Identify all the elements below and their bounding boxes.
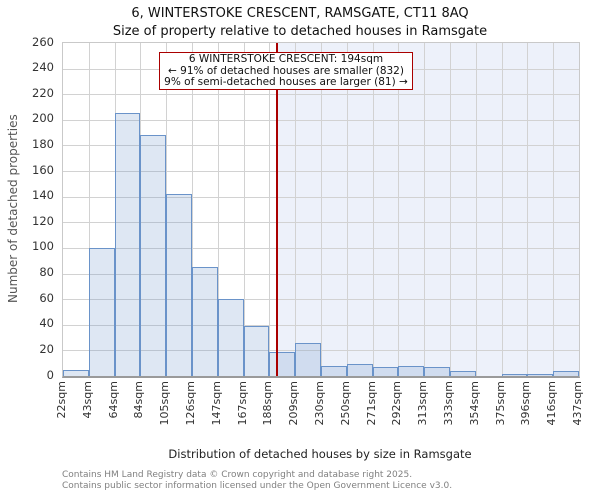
histogram-bar xyxy=(321,365,347,376)
vertical-gridline xyxy=(217,43,219,376)
x-tick-label: 354sqm xyxy=(467,381,481,426)
y-tick-label: 0 xyxy=(46,367,54,382)
x-tick-label: 292sqm xyxy=(390,381,404,426)
x-tick-label: 209sqm xyxy=(287,381,301,426)
vertical-gridline xyxy=(269,43,271,376)
histogram-bar xyxy=(346,364,373,376)
x-tick-label: 396sqm xyxy=(519,381,533,426)
vertical-gridline xyxy=(398,43,400,376)
y-tick-label: 260 xyxy=(32,34,54,49)
x-tick-label: 333sqm xyxy=(442,381,455,426)
histogram-bar xyxy=(63,369,89,376)
x-tick-label: 22sqm xyxy=(55,381,68,419)
vertical-gridline xyxy=(475,43,477,376)
annotation-line3: 9% of semi-detached houses are larger (8… xyxy=(164,76,408,88)
vertical-gridline xyxy=(295,43,297,376)
y-tick-label: 60 xyxy=(39,290,54,305)
plot-area: 6 WINTERSTOKE CRESCENT: 194sqm ← 91% of … xyxy=(62,42,580,378)
histogram-bar xyxy=(527,373,554,376)
histogram-bar xyxy=(424,367,450,376)
y-tick-label: 180 xyxy=(32,136,54,151)
vertical-gridline xyxy=(243,43,245,376)
y-tick-label: 140 xyxy=(32,188,54,203)
vertical-gridline xyxy=(501,43,503,376)
annotation-line2: ← 91% of detached houses are smaller (83… xyxy=(168,64,404,77)
histogram-bar xyxy=(295,342,321,376)
x-tick-label: 167sqm xyxy=(235,381,249,426)
y-tick-label: 20 xyxy=(39,341,54,356)
x-tick-label: 230sqm xyxy=(313,381,326,426)
histogram-bar xyxy=(140,135,167,376)
x-tick-label: 84sqm xyxy=(132,381,146,419)
x-tick-label: 416sqm xyxy=(545,381,559,426)
x-tick-label: 43sqm xyxy=(80,381,94,419)
annotation-box: 6 WINTERSTOKE CRESCENT: 194sqm ← 91% of … xyxy=(159,52,413,90)
vertical-gridline xyxy=(192,43,193,376)
chart-subtitle: Size of property relative to detached ho… xyxy=(112,24,488,39)
x-tick-label: 375sqm xyxy=(493,381,507,426)
x-tick-label: 437sqm xyxy=(571,381,584,426)
x-tick-label: 147sqm xyxy=(209,381,223,426)
histogram-bar xyxy=(166,194,192,376)
vertical-gridline xyxy=(553,43,555,376)
histogram-bar xyxy=(553,370,579,376)
y-tick-label: 160 xyxy=(32,162,54,177)
x-tick-label: 250sqm xyxy=(338,381,352,426)
x-tick-label: 271sqm xyxy=(364,381,378,426)
vertical-gridline xyxy=(424,43,426,376)
histogram-bar xyxy=(372,367,399,376)
vertical-gridline xyxy=(88,43,90,376)
y-tick-label: 240 xyxy=(32,60,54,75)
vertical-gridline xyxy=(321,43,322,376)
y-tick-label: 120 xyxy=(32,213,54,228)
y-tick-label: 100 xyxy=(32,239,54,254)
histogram-bar xyxy=(217,299,244,376)
histogram-bar xyxy=(269,351,296,376)
x-tick-label: 188sqm xyxy=(261,381,275,426)
vertical-gridline xyxy=(346,43,348,376)
x-tick-label: 64sqm xyxy=(106,381,120,419)
vertical-gridline xyxy=(372,43,374,376)
vertical-gridline xyxy=(450,43,451,376)
annotation-line1: 6 WINTERSTOKE CRESCENT: 194sqm xyxy=(188,53,384,65)
property-size-marker-line xyxy=(275,43,278,376)
footer-attribution-line2: Contains public sector information licen… xyxy=(62,481,453,491)
vertical-gridline xyxy=(527,43,529,376)
footer-attribution-line1: Contains HM Land Registry data © Crown c… xyxy=(62,470,413,480)
y-tick-label: 220 xyxy=(32,85,54,100)
histogram-bar xyxy=(88,247,115,376)
shade-right-of-marker xyxy=(276,43,579,376)
histogram-bar xyxy=(114,113,141,376)
y-tick-label: 40 xyxy=(39,316,54,331)
histogram-bar xyxy=(398,365,425,376)
histogram-bar xyxy=(450,370,476,376)
y-tick-label: 200 xyxy=(32,111,54,126)
y-tick-label: 80 xyxy=(39,265,54,280)
histogram-bar xyxy=(501,373,528,376)
x-tick-label: 105sqm xyxy=(158,381,172,426)
x-axis-title: Distribution of detached houses by size … xyxy=(168,447,472,461)
histogram-bar xyxy=(243,326,270,376)
x-tick-label: 313sqm xyxy=(416,381,430,426)
x-tick-label: 126sqm xyxy=(184,381,197,426)
histogram-bar xyxy=(192,267,218,376)
chart-title: 6, WINTERSTOKE CRESCENT, RAMSGATE, CT11 … xyxy=(131,6,469,21)
